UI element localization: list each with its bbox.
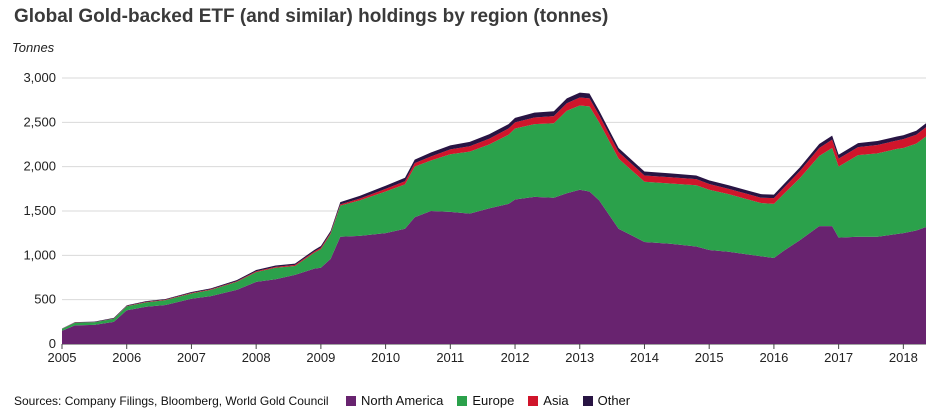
x-tick-label: 2014	[630, 350, 659, 365]
y-tick-label: 1,000	[23, 247, 56, 262]
x-tick-labels: 2005 2006 2007 2008 2009 2010 2011 2012 2013 2014…	[48, 344, 918, 365]
y-axis-label: Tonnes	[12, 40, 55, 55]
y-tick-label: 2,000	[23, 159, 56, 174]
x-tick-label: 2007	[177, 350, 206, 365]
stacked-areas	[62, 92, 926, 344]
legend-item-asia: Asia	[528, 393, 569, 408]
y-tick-label: 1,500	[23, 203, 56, 218]
x-tick-label: 2012	[501, 350, 530, 365]
area-europe	[62, 105, 926, 331]
x-tick-label: 2005	[48, 350, 77, 365]
x-tick-label: 2018	[889, 350, 918, 365]
area-north-america	[62, 189, 926, 344]
y-tick-label: 3,000	[23, 70, 56, 85]
legend-label-other: Other	[597, 393, 631, 408]
chart-title: Global Gold-backed ETF (and similar) hol…	[14, 6, 609, 27]
x-tick-label: 2006	[112, 350, 141, 365]
legend-swatch-asia	[528, 395, 539, 406]
x-tick-label: 2015	[695, 350, 724, 365]
x-tick-label: 2011	[436, 350, 464, 365]
legend-label-europe: Europe	[472, 393, 515, 408]
legend-swatch-other	[582, 395, 593, 406]
x-tick-label: 2009	[306, 350, 335, 365]
legend-item-europe: Europe	[457, 393, 514, 408]
y-tick-labels: 0 500 1,000 1,500 2,000 2,500 3,000	[23, 70, 56, 351]
y-tick-label: 0	[49, 336, 56, 351]
y-tick-label: 500	[34, 292, 56, 307]
legend-label-north-america: North America	[361, 393, 444, 408]
x-tick-label: 2008	[242, 350, 271, 365]
x-tick-label: 2010	[371, 350, 400, 365]
legend-label-asia: Asia	[543, 393, 569, 408]
legend-swatch-north-america	[346, 395, 356, 406]
y-tick-label: 2,500	[23, 114, 56, 129]
legend-item-other: Other	[582, 393, 631, 408]
x-tick-label: 2016	[759, 350, 788, 365]
legend: North America Europe Asia Other	[346, 393, 630, 408]
x-tick-label: 2017	[824, 350, 853, 365]
x-tick-label: 2013	[565, 350, 594, 365]
sources-note: Sources: Company Filings, Bloomberg, Wor…	[14, 394, 329, 408]
legend-item-north-america: North America	[346, 393, 443, 408]
legend-swatch-europe	[457, 395, 468, 406]
